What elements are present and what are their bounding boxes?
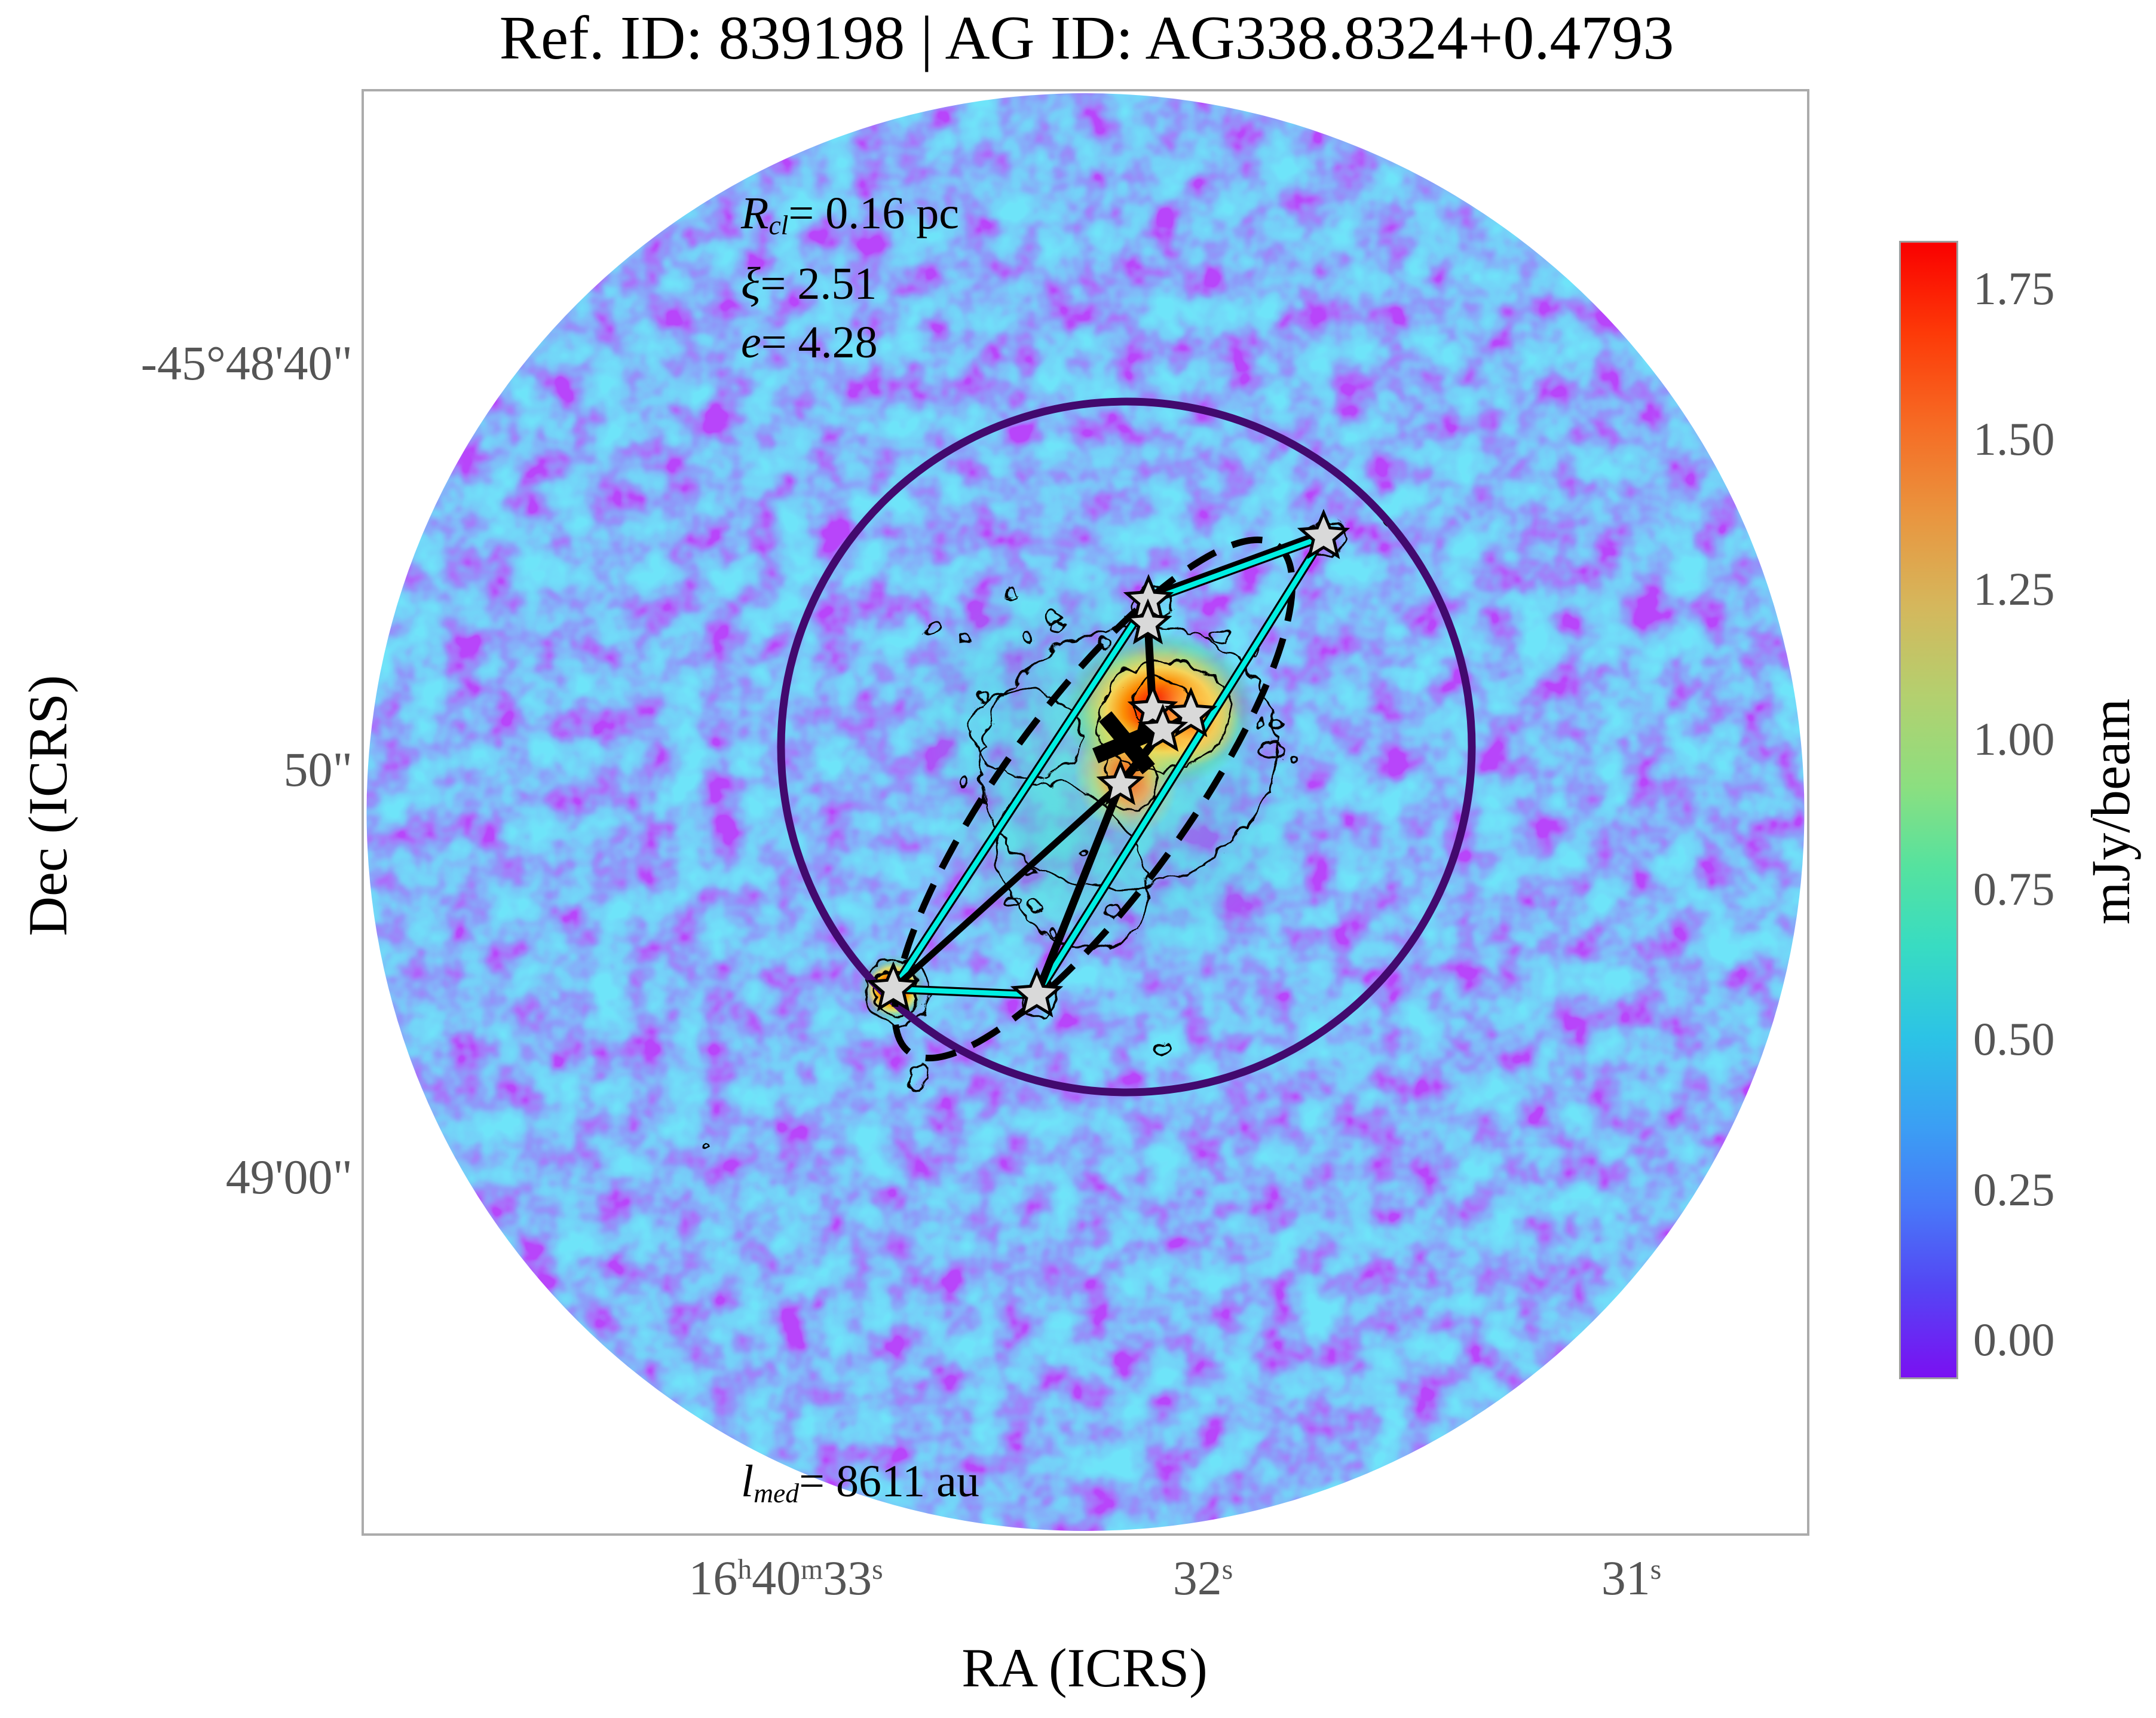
colorbar-tick-label: 1.75: [1973, 262, 2055, 314]
figure-title: Ref. ID: 839198 | AG ID: AG338.8324+0.47…: [499, 4, 1674, 72]
x-tick-unit: s: [1221, 1554, 1233, 1585]
core-star-marker: [1128, 602, 1168, 641]
colorbar-tick-label: 0.75: [1973, 863, 2055, 915]
x-tick-label: 32s: [1018, 1550, 1388, 1606]
x-tick-value: 40: [752, 1551, 801, 1605]
plot-area: Rcl= 0.16 pc ξ= 2.51 e= 4.28 MthJ= 0.70 …: [363, 91, 1808, 1534]
annotation-bottom-left: lmed= 8611 au lmod= 12057 au Δl±68= 2451…: [741, 1452, 1027, 1534]
cluster-overlays: [781, 402, 1472, 1107]
x-tick-value: 31: [1601, 1551, 1650, 1605]
y-tick-label: 49'00": [225, 1150, 353, 1204]
colorbar: [1899, 241, 1958, 1379]
colorbar-label: mJy/beam: [2080, 698, 2141, 925]
colorbar-tick-label: 1.00: [1973, 713, 2055, 765]
mst-edge: [891, 782, 1123, 992]
annotation-top-right: MthJ= 0.70 M⊙ λthJ= 0.045 pc: [1683, 184, 1808, 360]
x-tick-unit: h: [737, 1554, 752, 1585]
core-star-marker: [1141, 708, 1184, 749]
x-tick-label: 31s: [1446, 1550, 1817, 1606]
annotation-line-mj: MthJ= 0.70 M⊙: [1683, 184, 1808, 272]
x-tick-value: 33: [823, 1551, 872, 1605]
y-axis-label: Dec (ICRS): [17, 675, 78, 936]
x-tick-unit: m: [801, 1554, 823, 1585]
annotation-line-xi: ξ= 2.51: [741, 259, 877, 310]
colorbar-tick-label: 1.50: [1973, 413, 2055, 465]
y-tick-label: -45°48'40": [140, 336, 353, 390]
annotation-line-e: e= 4.28: [741, 317, 878, 368]
core-star-marker: [1301, 513, 1346, 556]
x-tick-value: 16: [688, 1551, 738, 1605]
core-markers: [871, 513, 1346, 1014]
colorbar-tick-label: 0.50: [1973, 1013, 2055, 1065]
x-tick-unit: s: [872, 1554, 883, 1585]
x-axis-label: RA (ICRS): [961, 1637, 1208, 1698]
colorbar-tick-label: 1.25: [1973, 563, 2055, 615]
core-star-marker: [1014, 971, 1059, 1014]
x-tick-label: 16h40m33s: [601, 1550, 971, 1606]
sky-map: [366, 93, 1805, 1531]
y-tick-label: 50": [283, 742, 353, 797]
cluster-radius-circle: [777, 397, 1476, 1097]
annotation-line-lmed: lmed= 8611 au: [741, 1456, 979, 1509]
annotation-line-lmod: lmod= 12057 au: [741, 1523, 1027, 1534]
x-tick-value: 32: [1172, 1551, 1222, 1605]
colorbar-tick-label: 0.00: [1973, 1313, 2055, 1365]
annotation-top-left: Rcl= 0.16 pc ξ= 2.51 e= 4.28: [741, 184, 959, 372]
mst-edge: [1033, 783, 1125, 997]
annotation-line-rcl: Rcl= 0.16 pc: [741, 188, 959, 241]
core-star-marker: [871, 965, 916, 1008]
annotation-line-ncores: Ncores = 9: [1683, 1446, 1808, 1517]
colorbar-tick-label: 0.25: [1973, 1163, 2055, 1215]
mst-edge: [1148, 529, 1324, 596]
annotation-line-lj: λthJ= 0.045 pc: [1683, 272, 1808, 360]
core-star-marker: [1100, 763, 1141, 802]
annotation-bottom-right: Ncores = 9 Q-par= 0.63: [1683, 1446, 1808, 1534]
annotation-line-qpar: Q-par= 0.63: [1683, 1517, 1808, 1534]
x-tick-unit: s: [1650, 1554, 1662, 1585]
best-fit-ellipse: [891, 536, 1296, 1062]
cluster-center-cross-marker: [1092, 711, 1162, 774]
colorbar-gradient: [1901, 243, 1956, 1377]
